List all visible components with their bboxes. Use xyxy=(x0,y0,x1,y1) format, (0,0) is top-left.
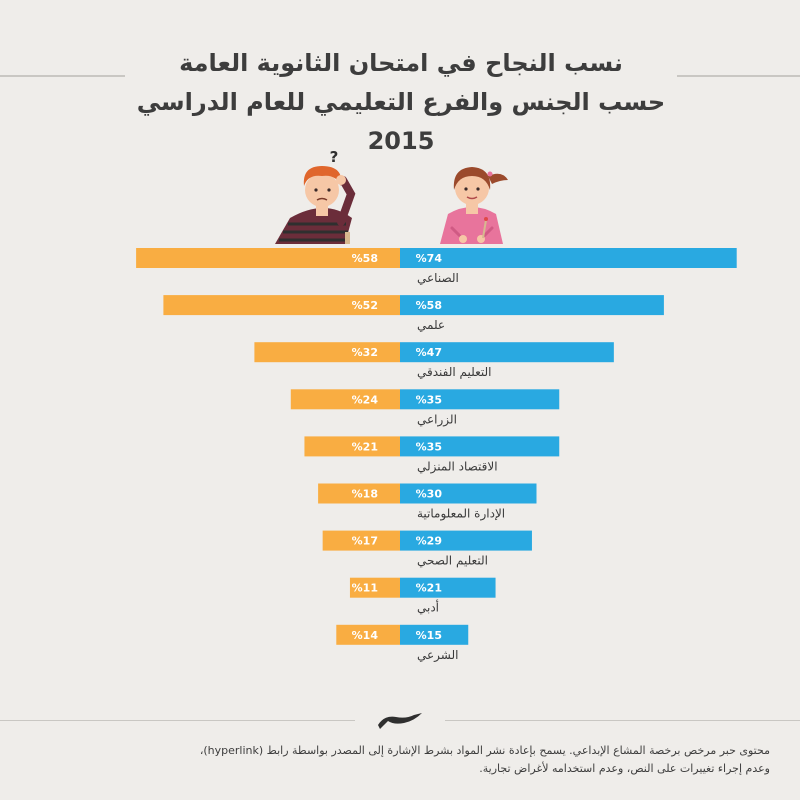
footer-rule-left xyxy=(0,720,355,721)
data-label-male: %17 xyxy=(352,535,378,548)
girl-hair xyxy=(453,167,491,190)
bar-male xyxy=(349,577,400,598)
boy-eye xyxy=(314,188,318,192)
girl-hair-tie xyxy=(487,171,493,177)
boy-hair xyxy=(303,166,342,186)
girl-eye xyxy=(476,187,480,191)
title-rule-right xyxy=(677,75,800,77)
bar-female xyxy=(400,624,469,645)
girl-eye xyxy=(464,187,468,191)
bars-group: %58 %74 الصناعي %52 %58 علمي %32 %47 التعليم الف… xyxy=(136,248,737,663)
data-label-male: %18 xyxy=(352,488,378,501)
data-label-female: %47 xyxy=(416,346,442,359)
data-label-male: %21 xyxy=(352,440,378,453)
boy-shirt xyxy=(275,208,352,244)
category-label: التعليم الصحي xyxy=(417,554,488,568)
license-line-2: وعدم إجراء تغييرات على النص، وعدم استخدا… xyxy=(479,762,770,775)
bar-male xyxy=(322,530,400,551)
license-footer: محتوى حبر مرخص برخصة المشاع الإبداعي. يس… xyxy=(30,742,770,778)
girl-hand xyxy=(459,235,467,243)
bar-male xyxy=(318,483,400,504)
data-label-male: %58 xyxy=(352,252,378,265)
chart-title: نسب النجاح في امتحان الثانوية العامة حسب… xyxy=(125,44,677,161)
data-label-female: %29 xyxy=(416,535,442,548)
chart-title-line-1: نسب النجاح في امتحان الثانوية العامة xyxy=(179,49,623,77)
footer-rule-right xyxy=(445,720,800,721)
girl-face xyxy=(455,171,489,205)
diverging-bar-chart: ? %58 %74 الصناعي %52 %58 علمي %32 %47 التعليم ا… xyxy=(136,148,737,663)
data-label-female: %35 xyxy=(416,440,442,453)
boy-arm xyxy=(337,176,356,226)
bar-female xyxy=(400,530,532,551)
category-label: أدبي xyxy=(417,600,439,615)
boy-mouth xyxy=(316,197,328,201)
boy-eye xyxy=(327,188,331,192)
confused-boy-student-icon: ? xyxy=(275,148,356,244)
bar-male xyxy=(136,248,400,268)
girl-mouth xyxy=(466,196,478,200)
bar-male xyxy=(163,295,400,316)
data-label-female: %74 xyxy=(416,252,443,265)
girl-pencil xyxy=(482,219,487,239)
bar-male xyxy=(290,389,400,410)
category-label: الزراعي xyxy=(417,412,457,427)
bar-male xyxy=(336,624,400,645)
data-label-female: %21 xyxy=(416,582,442,595)
category-label: الاقتصاد المنزلي xyxy=(417,459,498,474)
data-label-female: %30 xyxy=(416,488,443,501)
data-label-male: %32 xyxy=(352,346,378,359)
boy-hand xyxy=(336,175,346,185)
bar-female xyxy=(400,389,560,410)
bar-female xyxy=(400,436,560,457)
bar-male xyxy=(254,342,400,363)
bar-female xyxy=(400,577,496,598)
bar-female xyxy=(400,342,614,363)
hibr-logo xyxy=(378,713,422,729)
data-label-male: %14 xyxy=(352,629,379,642)
boy-pencil xyxy=(345,232,350,244)
bar-female xyxy=(400,295,664,316)
category-label: الشرعي xyxy=(417,648,458,663)
bar-male xyxy=(304,436,400,457)
girl-student-writing-icon xyxy=(440,167,508,244)
title-rule-left xyxy=(0,75,125,77)
question-mark-icon: ? xyxy=(330,148,339,166)
category-label: التعليم الفندقي xyxy=(417,365,492,379)
girl-pencil-tip xyxy=(484,217,488,221)
data-label-female: %15 xyxy=(416,629,442,642)
category-label: الصناعي xyxy=(417,271,459,285)
license-line-1: محتوى حبر مرخص برخصة المشاع الإبداعي. يس… xyxy=(199,744,770,757)
boy-face xyxy=(305,173,339,207)
girl-neck xyxy=(466,202,478,214)
data-label-male: %11 xyxy=(352,582,378,595)
bar-female xyxy=(400,248,737,268)
girl-ponytail xyxy=(488,173,508,184)
chart-title-line-2: حسب الجنس والفرع التعليمي للعام الدراسي … xyxy=(136,88,666,155)
data-label-male: %24 xyxy=(352,393,379,406)
bar-female xyxy=(400,483,537,504)
category-label: الإدارة المعلوماتية xyxy=(417,507,505,522)
data-label-female: %58 xyxy=(416,299,442,312)
data-label-male: %52 xyxy=(352,299,378,312)
category-label: علمي xyxy=(417,318,445,332)
data-label-female: %35 xyxy=(416,393,442,406)
